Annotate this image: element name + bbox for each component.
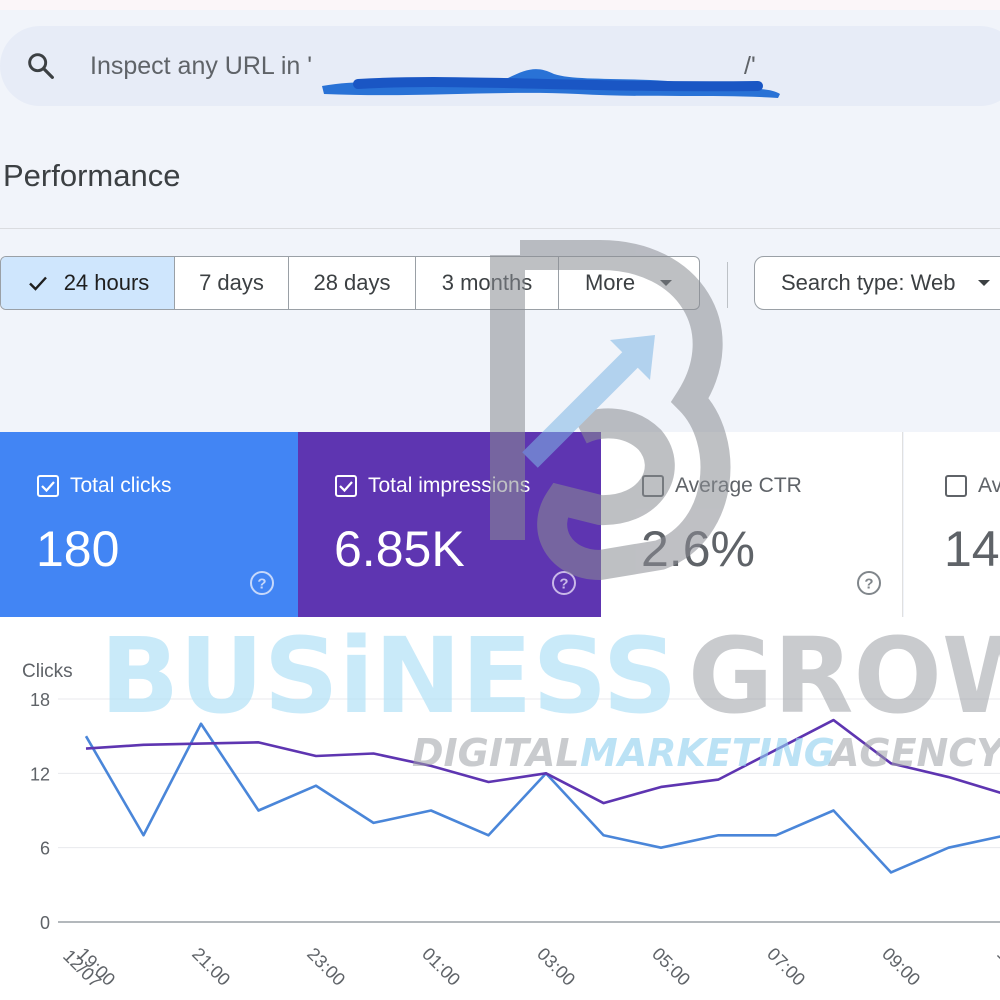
series-line bbox=[84, 722, 1000, 874]
range-label: 3 months bbox=[441, 270, 533, 295]
search-input[interactable]: Inspect any URL in ' /' bbox=[90, 52, 756, 81]
svg-text:?: ? bbox=[559, 576, 568, 593]
x-tick-label: 1 bbox=[993, 944, 1000, 965]
y-tick-label: 18 bbox=[30, 690, 50, 710]
range-label: More bbox=[584, 270, 636, 295]
y-tick-label: 0 bbox=[40, 913, 50, 933]
x-tick-label: 05:00 bbox=[648, 944, 694, 990]
metric-label: Average CTR bbox=[675, 474, 802, 497]
metric-average-ctr[interactable]: Average CTR 2.6% ? bbox=[601, 432, 903, 617]
metric-value: 6.85K bbox=[334, 521, 465, 577]
x-tick-label: 23:00 bbox=[303, 944, 349, 990]
toolbar-separator bbox=[727, 262, 728, 308]
metric-total-impressions[interactable]: Total impressions 6.85K ? bbox=[298, 432, 601, 617]
page-title: Performance bbox=[3, 158, 181, 193]
x-tick-label: 07:00 bbox=[763, 944, 809, 990]
url-inspection-bar[interactable]: Inspect any URL in ' /' bbox=[0, 26, 1000, 106]
y-axis-label: Clicks bbox=[22, 661, 73, 682]
x-tick-label: 09:00 bbox=[878, 944, 924, 990]
search-suffix: /' bbox=[744, 52, 756, 80]
help-icon[interactable]: ? bbox=[551, 570, 577, 596]
x-tick-label: 01:00 bbox=[418, 944, 464, 990]
range-label: 7 days bbox=[199, 270, 264, 295]
checkbox-unchecked-icon[interactable] bbox=[944, 474, 968, 498]
checkbox-unchecked-icon[interactable] bbox=[641, 474, 665, 498]
help-icon[interactable]: ? bbox=[856, 570, 882, 596]
search-prefix: Inspect any URL in ' bbox=[90, 52, 313, 80]
metric-value: 2.6% bbox=[641, 521, 755, 577]
header-divider bbox=[0, 228, 1000, 229]
checkbox-checked-icon[interactable] bbox=[334, 474, 358, 498]
check-icon bbox=[28, 276, 47, 291]
checkbox-checked-icon[interactable] bbox=[36, 474, 60, 498]
performance-chart: Clicks 18 12 6 0 19:00 21:00 23:00 01:00 03:00 05:… bbox=[0, 617, 1000, 1000]
range-7-days[interactable]: 7 days bbox=[175, 257, 289, 309]
metric-value: 180 bbox=[36, 521, 120, 577]
search-icon bbox=[28, 53, 54, 79]
metric-label: Total clicks bbox=[70, 474, 172, 497]
y-tick-label: 12 bbox=[30, 764, 50, 784]
caret-down-icon bbox=[978, 280, 991, 286]
range-3-months[interactable]: 3 months bbox=[416, 257, 559, 309]
date-range-selector: 24 hours 7 days 28 days 3 months More bbox=[0, 256, 700, 310]
y-tick-label: 6 bbox=[40, 839, 50, 859]
metric-average-position[interactable]: Av 14 bbox=[904, 432, 1000, 617]
redaction-scribble bbox=[322, 69, 780, 98]
help-icon[interactable]: ? bbox=[249, 570, 275, 596]
x-tick-label: 03:00 bbox=[533, 944, 579, 990]
search-type-label: Search type: Web bbox=[781, 270, 956, 295]
svg-text:?: ? bbox=[864, 576, 873, 593]
range-24-hours[interactable]: 24 hours bbox=[1, 257, 175, 309]
metric-label: Av bbox=[978, 474, 1000, 497]
range-label: 24 hours bbox=[63, 270, 150, 295]
caret-down-icon bbox=[660, 280, 673, 286]
series-line bbox=[85, 718, 1000, 805]
x-tick-label: 21:00 bbox=[188, 944, 234, 990]
metric-total-clicks[interactable]: Total clicks 180 ? bbox=[0, 432, 298, 617]
metric-label: Total impressions bbox=[368, 474, 531, 497]
search-type-filter[interactable]: Search type: Web bbox=[754, 256, 1000, 310]
range-label: 28 days bbox=[313, 270, 391, 295]
metric-value: 14 bbox=[944, 521, 1000, 577]
range-more-dropdown[interactable]: More bbox=[559, 257, 699, 309]
range-28-days[interactable]: 28 days bbox=[289, 257, 416, 309]
top-strip bbox=[0, 0, 1000, 10]
svg-text:?: ? bbox=[257, 576, 266, 593]
